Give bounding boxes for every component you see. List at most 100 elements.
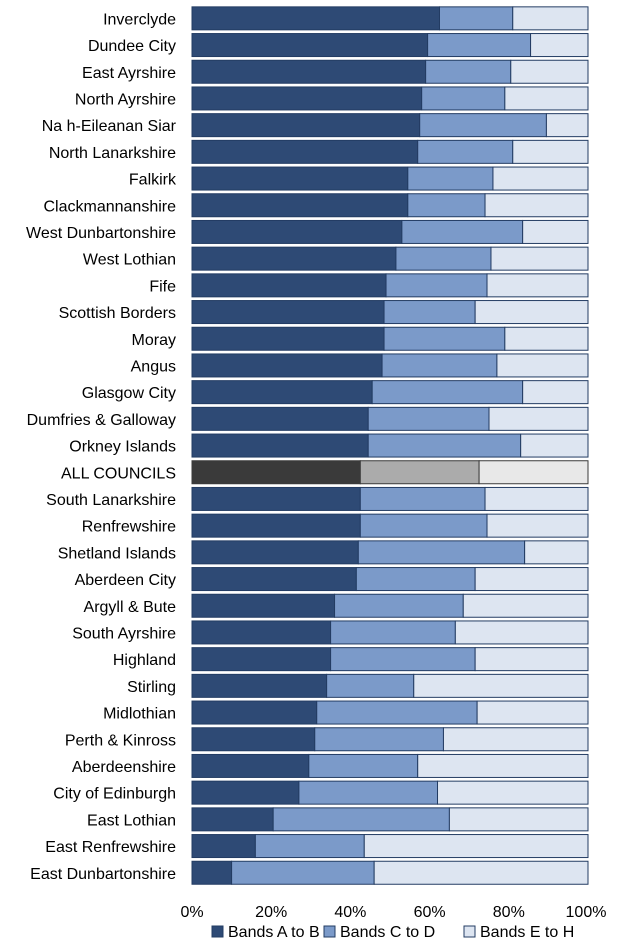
bar-segment-1	[191, 406, 369, 431]
bar-segment-1	[191, 6, 440, 31]
bar-segment-1	[191, 273, 387, 298]
bar-segment-3	[504, 326, 589, 351]
bar-segment-2	[383, 300, 476, 325]
category-label: Shetland Islands	[58, 545, 176, 562]
category-label: Clackmannanshire	[43, 198, 176, 215]
category-label: City of Edinburgh	[53, 786, 176, 803]
category-label: South Lanarkshire	[46, 492, 176, 509]
bar-segment-2	[357, 540, 526, 565]
category-label: West Lothian	[83, 252, 176, 269]
bar-segment-3	[545, 113, 589, 138]
bar-segment-1	[191, 33, 429, 58]
bar-segment-2	[334, 593, 464, 618]
bar-segment-2	[231, 860, 375, 885]
category-label: Midlothian	[103, 706, 176, 723]
bar-segment-1	[191, 700, 318, 725]
bar-segment-1	[191, 780, 300, 805]
bar-segment-3	[488, 406, 589, 431]
bar-segment-1	[191, 540, 359, 565]
bar-segment-3	[478, 460, 589, 485]
bar-segment-3	[492, 166, 589, 191]
category-label: ALL COUNCILS	[61, 465, 176, 482]
bar-segment-1	[191, 86, 423, 111]
category-label: Dundee City	[88, 38, 176, 55]
bar-segment-2	[355, 567, 476, 592]
bar-segment-1	[191, 460, 361, 485]
bar-segment-2	[298, 780, 439, 805]
legend-label: Bands E to H	[480, 924, 574, 941]
legend-swatch	[323, 925, 336, 938]
bar-segment-2	[359, 460, 480, 485]
category-label: Falkirk	[129, 172, 177, 189]
bars-group	[191, 6, 589, 885]
category-label: Argyll & Bute	[84, 599, 177, 616]
x-tick-label: 80%	[493, 904, 525, 921]
bar-segment-2	[371, 380, 524, 405]
bar-segment-3	[486, 273, 589, 298]
bar-segment-2	[383, 326, 506, 351]
bar-segment-3	[522, 219, 589, 244]
bar-segment-1	[191, 834, 256, 859]
bar-segment-3	[520, 433, 589, 458]
legend-label: Bands C to D	[340, 924, 435, 941]
category-label: Glasgow City	[82, 385, 176, 402]
bar-segment-2	[385, 273, 488, 298]
x-tick-label: 100%	[566, 904, 607, 921]
bar-segment-2	[367, 406, 490, 431]
category-label: North Lanarkshire	[49, 145, 176, 162]
category-label: Perth & Kinross	[65, 732, 176, 749]
x-axis-ticks: 0% 20% 40% 60% 80% 100%	[180, 904, 606, 921]
bar-segment-1	[191, 593, 336, 618]
bar-segment-1	[191, 300, 385, 325]
bar-segment-2	[314, 727, 444, 752]
bar-segment-1	[191, 326, 385, 351]
category-label: Aberdeenshire	[72, 759, 176, 776]
legend-swatch	[211, 925, 224, 938]
bar-segment-3	[530, 33, 589, 58]
bar-segment-1	[191, 513, 361, 538]
bar-segment-1	[191, 193, 409, 218]
legend-swatch	[463, 925, 476, 938]
legend: Bands A to B Bands C to D Bands E to H	[211, 924, 574, 941]
bar-segment-2	[417, 139, 514, 164]
bar-segment-3	[448, 807, 589, 832]
bar-segment-1	[191, 860, 233, 885]
bar-segment-2	[330, 647, 476, 672]
bar-segment-2	[254, 834, 365, 859]
x-tick-label: 60%	[414, 904, 446, 921]
category-label: East Ayrshire	[82, 65, 176, 82]
category-label: Highland	[113, 652, 176, 669]
category-label: Dumfries & Galloway	[27, 412, 176, 429]
bar-segment-3	[474, 647, 589, 672]
bar-segment-3	[490, 246, 589, 271]
bar-segment-2	[439, 6, 514, 31]
bar-segment-2	[425, 59, 512, 84]
bar-segment-2	[419, 113, 547, 138]
category-label: Aberdeen City	[75, 572, 176, 589]
category-label: North Ayrshire	[75, 91, 176, 108]
category-label: Angus	[131, 358, 176, 375]
bar-segment-2	[407, 166, 494, 191]
legend-label: Bands A to B	[228, 924, 320, 941]
bar-segment-1	[191, 727, 316, 752]
bar-segment-3	[373, 860, 589, 885]
bar-segment-1	[191, 59, 427, 84]
bar-segment-2	[381, 353, 498, 378]
bar-segment-1	[191, 620, 332, 645]
category-label: East Lothian	[87, 812, 176, 829]
category-label: Fife	[149, 278, 176, 295]
bar-segment-3	[474, 567, 589, 592]
bar-segment-3	[476, 700, 589, 725]
bar-segment-2	[359, 513, 488, 538]
bar-segment-2	[359, 486, 486, 511]
bar-segment-3	[524, 540, 589, 565]
bar-segment-3	[484, 193, 589, 218]
bar-segment-1	[191, 647, 332, 672]
bar-segment-1	[191, 380, 373, 405]
bar-segment-1	[191, 113, 421, 138]
bar-segment-1	[191, 139, 419, 164]
bar-segment-1	[191, 673, 328, 698]
category-label: Renfrewshire	[82, 519, 176, 536]
bar-segment-2	[395, 246, 492, 271]
